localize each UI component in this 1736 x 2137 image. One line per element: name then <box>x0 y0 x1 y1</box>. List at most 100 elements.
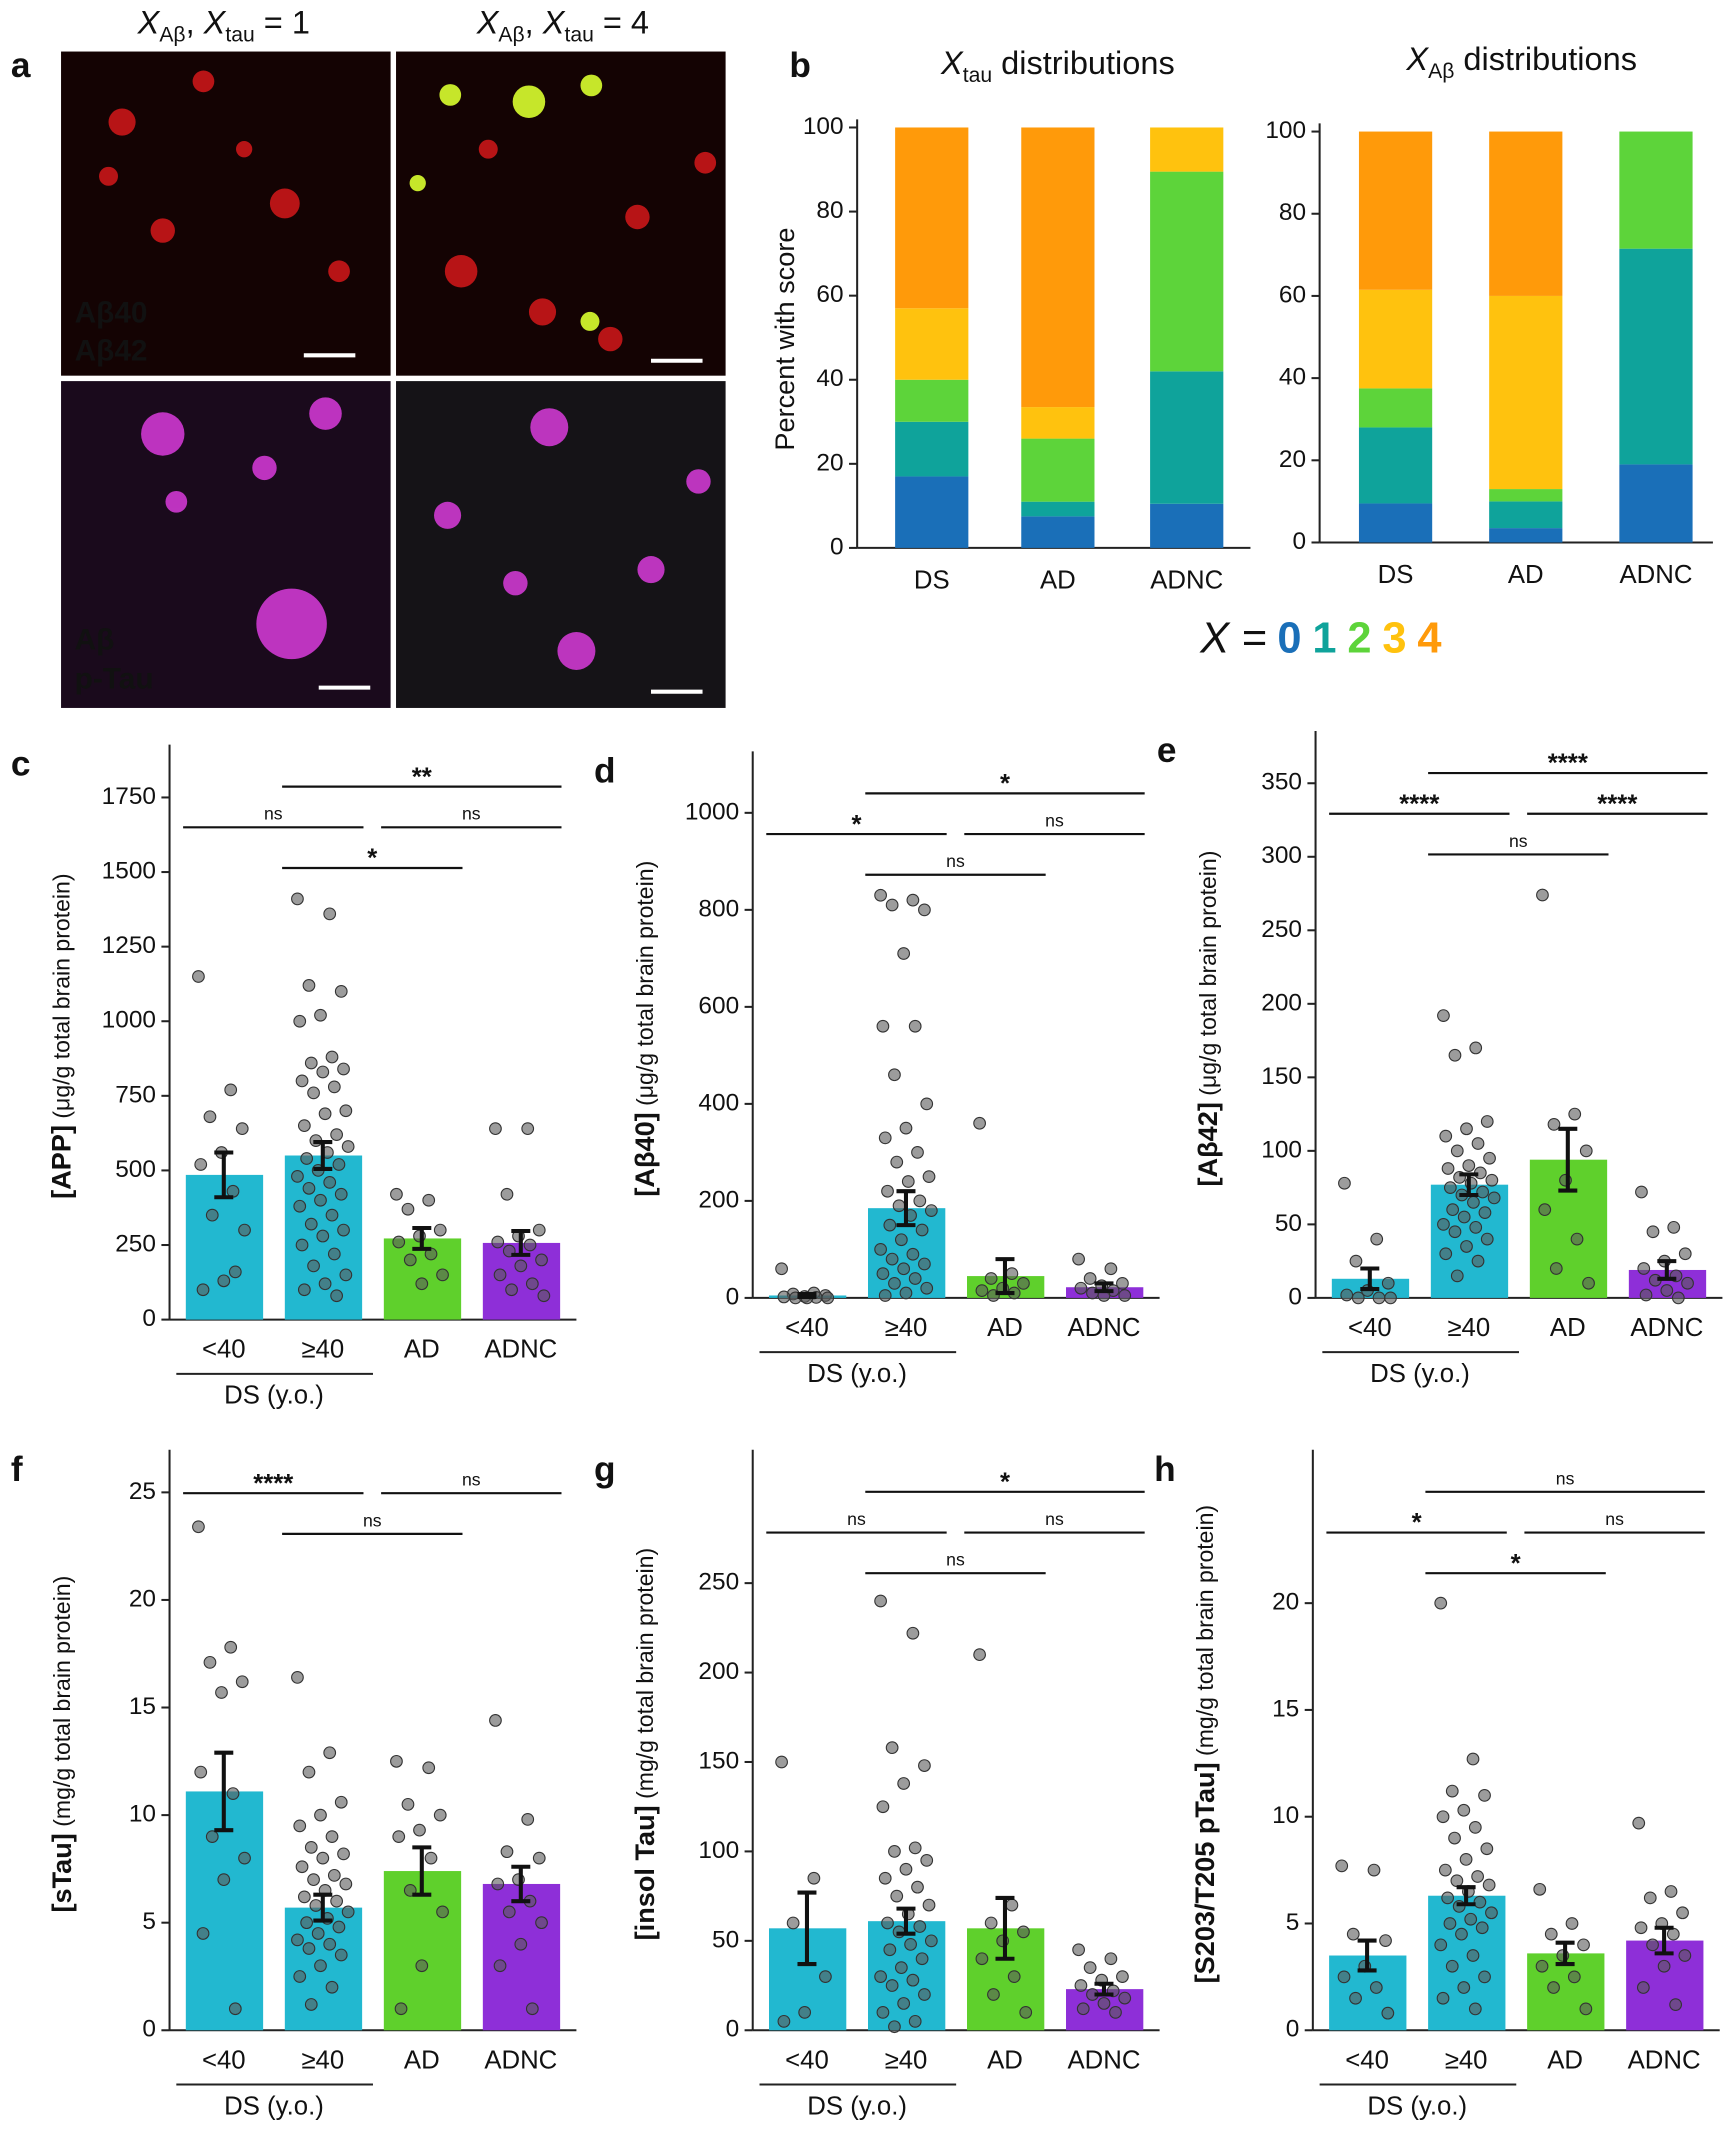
data-point <box>1457 1981 1471 1994</box>
data-point <box>885 1979 899 1992</box>
data-point <box>194 1765 208 1779</box>
data-point <box>297 1283 311 1297</box>
error-bar <box>313 1892 333 1923</box>
y-axis-label: [APP] (μg/g total brain protein) <box>46 873 77 1198</box>
x-tick-label: <40 <box>785 1314 829 1342</box>
data-point <box>1478 1206 1492 1219</box>
text-part: X <box>940 45 964 81</box>
data-point <box>1570 1232 1584 1246</box>
significance-label: ns <box>847 1509 866 1529</box>
data-point <box>1646 1938 1659 1952</box>
bar-segment <box>1021 501 1095 517</box>
error-bar <box>214 1150 234 1200</box>
data-point <box>908 1272 922 1285</box>
data-point <box>1657 1959 1671 1973</box>
y-tick-label: 250 <box>698 1569 739 1596</box>
data-point <box>1005 1898 1019 1912</box>
data-point <box>881 1916 894 1930</box>
x-tick-label: ≥40 <box>885 2046 928 2074</box>
data-point <box>913 1920 927 1933</box>
data-point <box>920 1281 934 1295</box>
data-point <box>906 1626 920 1640</box>
data-point <box>1485 1906 1498 1920</box>
data-point <box>1547 1981 1560 1994</box>
legend-entry: 2 <box>1347 615 1371 663</box>
y-tick-label: 10 <box>1272 1802 1299 1829</box>
data-point <box>918 903 931 917</box>
text-part: = 4 <box>594 4 649 40</box>
stain-label: Aβ42 <box>75 334 148 367</box>
data-point <box>337 1223 350 1237</box>
data-point <box>535 1916 548 1930</box>
data-point <box>304 1998 318 2011</box>
data-point <box>922 1170 936 1184</box>
data-point <box>493 1959 507 1973</box>
data-point <box>291 1671 304 1684</box>
data-point <box>1468 2002 1482 2016</box>
data-point <box>521 1813 535 1826</box>
data-point <box>1634 1921 1648 1935</box>
legend-entry: 4 <box>1417 615 1441 663</box>
data-point <box>920 1853 934 1867</box>
data-point <box>309 1899 323 1912</box>
data-point <box>924 1204 938 1217</box>
x-tick-label: ADNC <box>1067 1314 1140 1342</box>
group-label: DS (y.o.) <box>1367 2092 1467 2120</box>
data-point <box>876 2006 890 2019</box>
bar-segment <box>1150 171 1224 372</box>
data-point <box>316 1851 330 1865</box>
data-point <box>888 2020 901 2034</box>
y-tick-label: 0 <box>1292 528 1306 555</box>
data-point <box>1346 1927 1360 1941</box>
data-point <box>1577 1938 1590 1952</box>
data-point <box>1367 1863 1381 1877</box>
data-point <box>1019 2006 1033 2019</box>
bar-segment <box>1150 371 1224 504</box>
stain-label: Aβ <box>75 623 115 656</box>
data-point <box>1118 1991 1132 2005</box>
data-point <box>918 1988 931 2001</box>
panel-letter: f <box>11 1450 23 1489</box>
bar <box>482 1883 561 2031</box>
bar-segment <box>1489 501 1563 529</box>
data-point <box>975 1952 989 1966</box>
x-tick-label: ADNC <box>1067 2046 1140 2074</box>
data-point <box>337 1847 350 1861</box>
y-tick-label: 60 <box>1279 281 1306 308</box>
x-tick-label: ≥40 <box>301 1336 344 1364</box>
data-point <box>1434 1938 1448 1952</box>
text-part: X <box>542 4 566 40</box>
data-point <box>415 1959 429 1973</box>
data-point <box>330 1894 344 1908</box>
y-label-part: [S203/T205 pTau] <box>1189 1762 1220 1983</box>
y-tick-label: 15 <box>129 1693 156 1720</box>
data-point <box>390 1187 403 1201</box>
y-tick-label: 150 <box>1261 1063 1302 1090</box>
data-point <box>1678 1949 1692 1962</box>
y-tick-label: 0 <box>830 533 844 560</box>
column-header: XAβ, Xtau = 4 <box>476 4 649 47</box>
data-point <box>323 1937 337 1951</box>
data-point <box>311 1927 325 1940</box>
text-part: tau <box>963 64 992 87</box>
bar-segment <box>1619 248 1693 465</box>
data-point <box>297 1119 311 1133</box>
data-point <box>304 1056 318 1070</box>
y-tick-label: 800 <box>698 895 739 922</box>
y-tick-label: 100 <box>1265 117 1306 144</box>
error-bar <box>1094 1981 1114 1997</box>
data-point <box>1439 1247 1453 1261</box>
data-point <box>1460 1122 1473 1136</box>
data-point <box>1480 1842 1494 1856</box>
data-point <box>878 1131 892 1145</box>
y-tick-label: 0 <box>142 2016 156 2043</box>
text-part: , <box>186 4 204 40</box>
data-point <box>316 1229 330 1243</box>
data-point <box>878 1289 892 1302</box>
x-tick-label: AD <box>404 1336 440 1364</box>
data-point <box>502 1905 516 1919</box>
data-point <box>908 2014 922 2028</box>
text-part: , <box>525 4 543 40</box>
data-point <box>194 1158 208 1171</box>
data-point <box>224 1640 238 1654</box>
